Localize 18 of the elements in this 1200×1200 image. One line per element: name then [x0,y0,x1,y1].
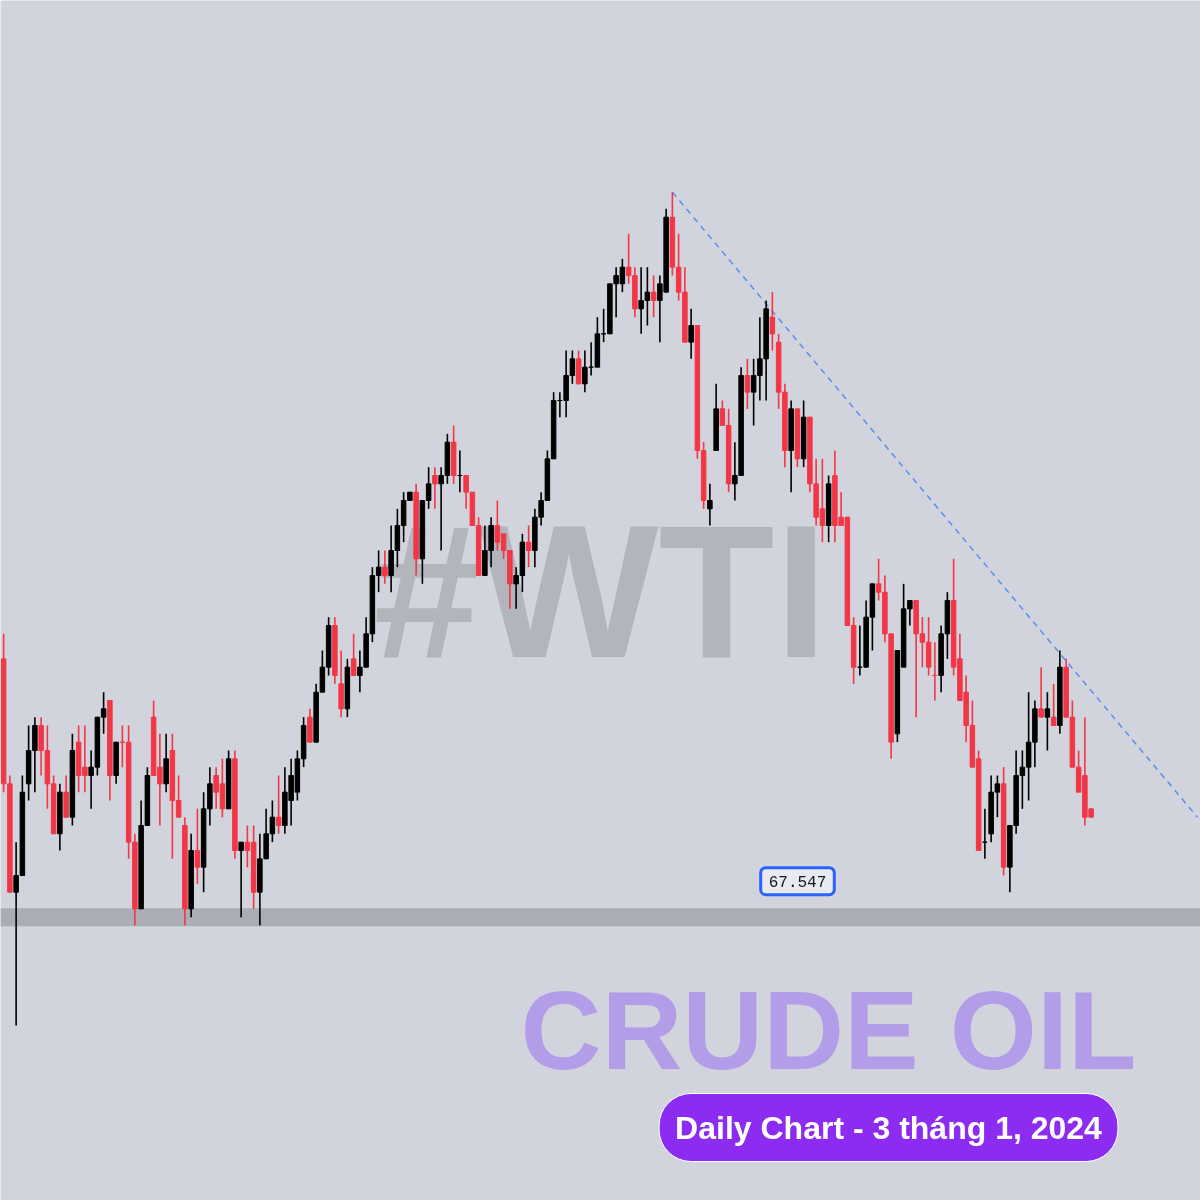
annotation: 67.547 [768,873,827,892]
candlestick [1050,683,1057,727]
candlestick [382,549,388,585]
candlestick [769,291,776,352]
candlestick [525,524,532,568]
candlestick [1038,666,1044,718]
candlestick [650,274,657,318]
candlestick [350,633,357,677]
candlestick [194,808,201,885]
candlestick [238,841,244,918]
candlestick [432,466,438,510]
candlestick [275,774,282,835]
candlestick [744,358,751,410]
candlestick [1044,691,1051,752]
candlestick [707,483,713,527]
candlestick [688,308,694,360]
text: CRUDE OIL [520,968,1137,1093]
text: Daily Chart - 3 tháng 1, 2024 [675,1109,1103,1146]
